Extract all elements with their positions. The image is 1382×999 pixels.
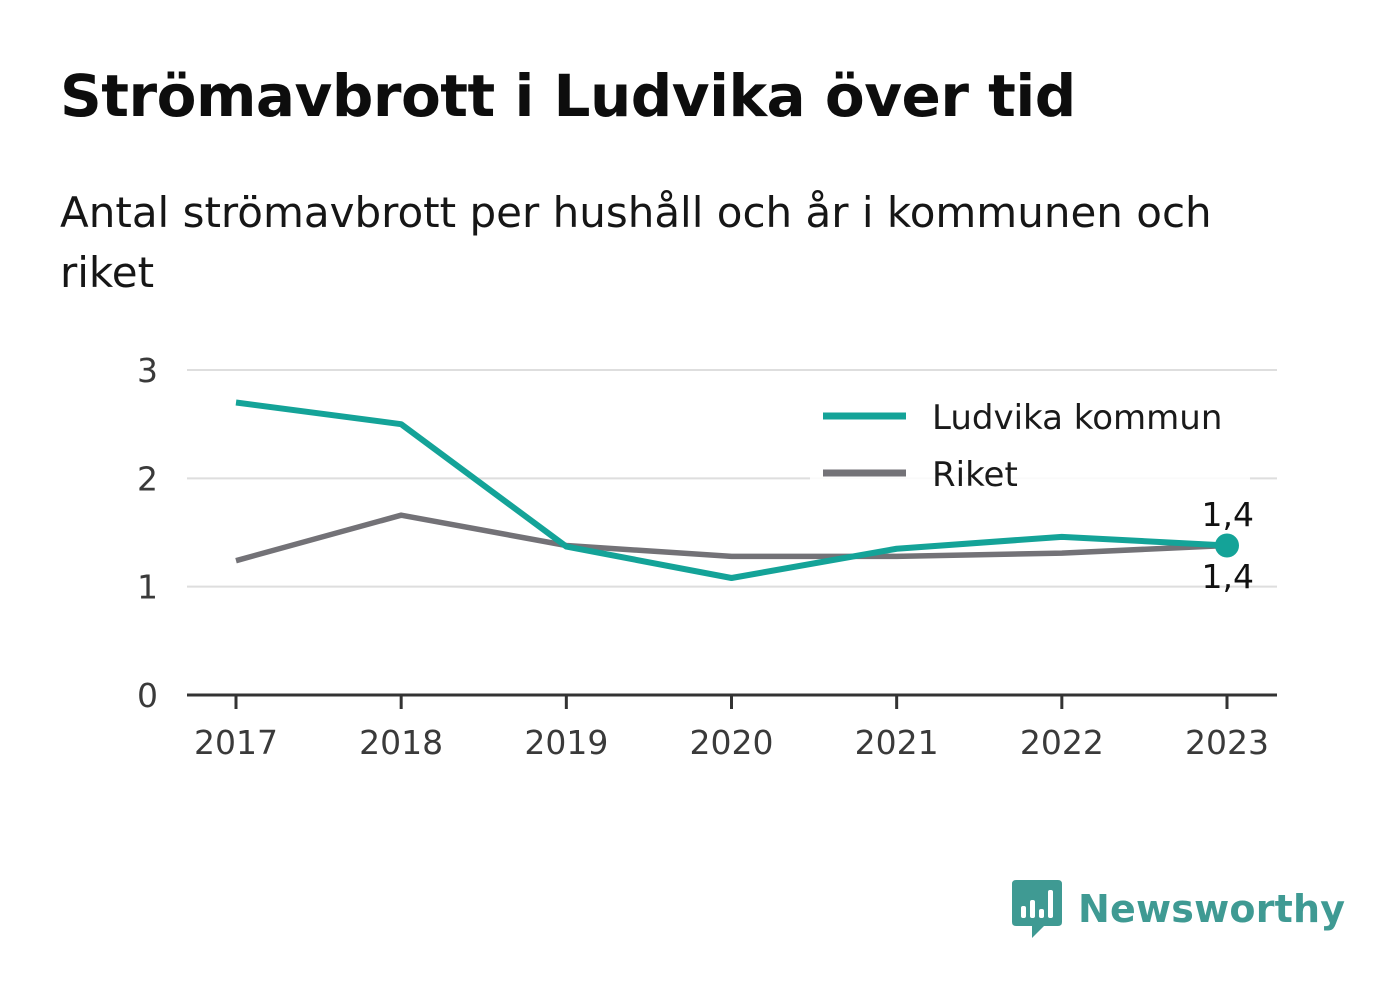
newsworthy-logo: Newsworthy	[1010, 878, 1345, 940]
y-tick-label: 0	[137, 676, 158, 715]
series-line-riket	[235, 512, 1228, 564]
y-tick-label: 2	[137, 459, 158, 498]
y-tick-label: 1	[137, 568, 158, 607]
legend-label: Ludvika kommun	[932, 398, 1222, 438]
brand-name: Newsworthy	[1078, 887, 1346, 931]
newsworthy-bar-chart-icon	[1012, 880, 1062, 938]
end-point-marker	[1215, 533, 1239, 558]
axes: 0 1 2 3 2017 2018 2019 2020 2021 2022 2023	[137, 351, 1277, 762]
x-tick-label: 2019	[524, 723, 608, 762]
chart-title: Strömavbrott i Ludvika över tid	[60, 62, 1076, 130]
series-lines	[235, 399, 1239, 581]
legend-label: Riket	[932, 455, 1018, 495]
x-tick-label: 2021	[855, 723, 939, 762]
x-tick-label: 2023	[1185, 723, 1269, 762]
x-tick-label: 2020	[690, 723, 774, 762]
x-tick-label: 2017	[194, 723, 278, 762]
y-tick-label: 3	[137, 351, 158, 390]
x-tick-label: 2018	[359, 723, 443, 762]
end-value-label: 1,4	[1202, 495, 1254, 534]
chart-subtitle: Antal strömavbrott per hushåll och år i …	[60, 188, 1212, 297]
series-line-ludvika-kommun	[235, 399, 1228, 581]
x-tick-label: 2022	[1020, 723, 1104, 762]
legend: Ludvika kommun Riket	[810, 390, 1250, 500]
end-labels: 1,4 1,4	[1202, 495, 1254, 596]
legend-background	[810, 390, 1250, 500]
end-value-label: 1,4	[1202, 557, 1254, 596]
